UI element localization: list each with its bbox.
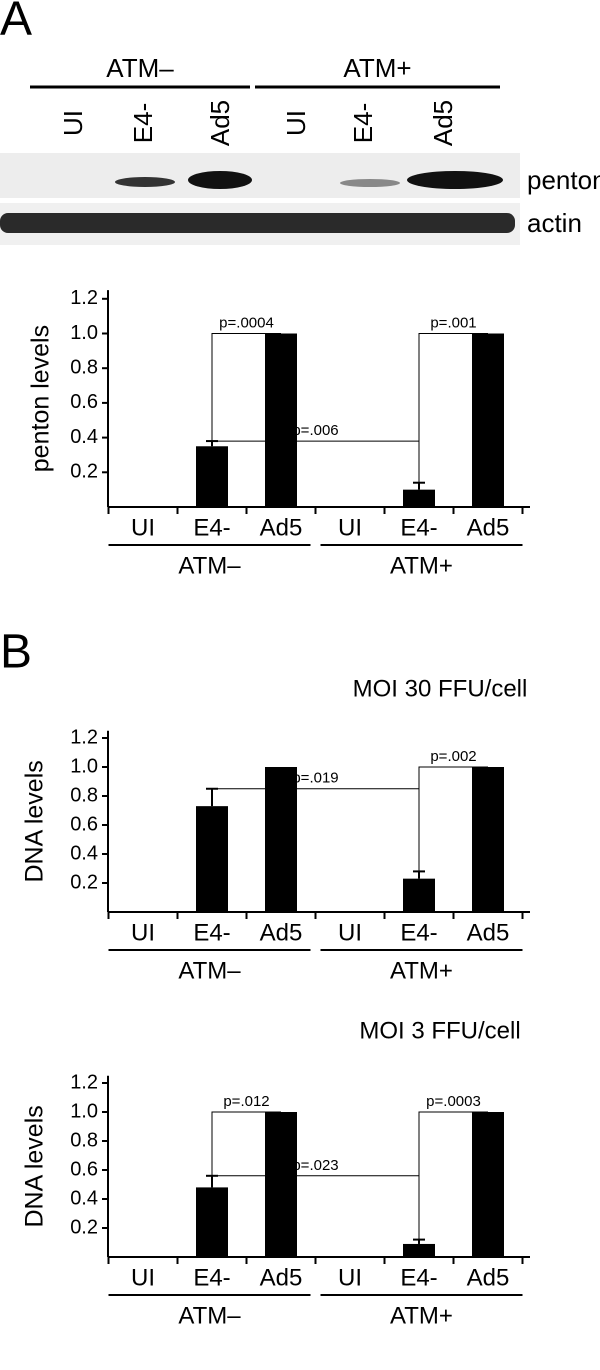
- p-value: p=.023: [292, 1157, 338, 1174]
- x-tick-label: E4-: [193, 1264, 230, 1291]
- significance-bracket: [418, 333, 488, 483]
- x-tick-label: Ad5: [467, 919, 510, 946]
- lane-label: E4-: [128, 103, 158, 143]
- lane-label: Ad5: [428, 100, 458, 146]
- blot-band: [407, 171, 503, 189]
- x-tick-label: UI: [338, 514, 362, 541]
- y-tick-label: 0.6: [70, 391, 98, 413]
- bar: [472, 1112, 504, 1257]
- significance-bracket: [211, 1111, 281, 1176]
- x-tick-label: Ad5: [260, 1264, 303, 1291]
- p-value: p=.0003: [426, 1093, 481, 1110]
- panel-label: A: [0, 0, 32, 46]
- x-tick-label: UI: [131, 514, 155, 541]
- y-tick-label: 1.0: [70, 1100, 98, 1122]
- bar: [265, 767, 297, 912]
- y-tick-label: 0.2: [70, 461, 98, 483]
- y-tick-label: 0.4: [70, 1187, 98, 1209]
- bar: [196, 446, 228, 507]
- bar: [472, 767, 504, 912]
- lane-label: E4-: [348, 103, 378, 143]
- y-axis-label: DNA levels: [21, 760, 49, 882]
- x-tick-label: E4-: [193, 514, 230, 541]
- bar: [472, 333, 504, 507]
- panel-label: B: [0, 626, 32, 679]
- significance-bracket: [418, 1111, 488, 1240]
- p-value: p=.006: [292, 422, 338, 439]
- y-tick-label: 1.0: [70, 322, 98, 344]
- group-label: ATM–: [178, 957, 241, 984]
- bar: [403, 878, 435, 912]
- group-label: ATM–: [178, 552, 241, 579]
- row-label: actin: [527, 208, 582, 238]
- y-tick-label: 0.4: [70, 426, 98, 448]
- significance-bracket: [211, 333, 281, 442]
- x-tick-label: E4-: [400, 1264, 437, 1291]
- blot-band: [0, 213, 515, 233]
- chart-title: MOI 3 FFU/cell: [359, 1017, 520, 1044]
- group-label: ATM+: [390, 552, 453, 579]
- p-value: p=.012: [223, 1093, 269, 1110]
- bar: [403, 489, 435, 507]
- y-tick-label: 1.2: [70, 726, 98, 748]
- group-label: ATM+: [390, 957, 453, 984]
- bar: [196, 1187, 228, 1257]
- row-label: penton: [527, 165, 600, 195]
- y-tick-label: 0.2: [70, 871, 98, 893]
- x-tick-label: UI: [338, 1264, 362, 1291]
- y-axis-label: penton levels: [27, 325, 55, 472]
- y-tick-label: 0.4: [70, 842, 98, 864]
- group-label: ATM+: [390, 1302, 453, 1329]
- x-tick-label: UI: [131, 919, 155, 946]
- significance-bracket: [418, 766, 488, 872]
- x-tick-label: E4-: [193, 919, 230, 946]
- lane-label: UI: [281, 110, 311, 136]
- x-tick-label: UI: [131, 1264, 155, 1291]
- significance-bracket: [212, 440, 420, 483]
- bar: [196, 806, 228, 912]
- blot-band: [188, 171, 252, 189]
- x-tick-label: E4-: [400, 919, 437, 946]
- bar: [403, 1243, 435, 1257]
- significance-bracket: [212, 1175, 420, 1240]
- y-tick-label: 0.8: [70, 1129, 98, 1151]
- bar: [265, 333, 297, 507]
- blot-band: [115, 177, 175, 187]
- y-axis-label: DNA levels: [21, 1105, 49, 1227]
- lane-label: UI: [58, 110, 88, 136]
- p-value: p=.019: [292, 770, 338, 787]
- x-tick-label: E4-: [400, 514, 437, 541]
- bar: [265, 1112, 297, 1257]
- lane-label: Ad5: [205, 100, 235, 146]
- y-tick-label: 0.6: [70, 813, 98, 835]
- x-tick-label: Ad5: [260, 919, 303, 946]
- y-tick-label: 0.8: [70, 784, 98, 806]
- p-value: p=.002: [430, 748, 476, 765]
- y-tick-label: 0.8: [70, 356, 98, 378]
- p-value: p=.0004: [219, 314, 274, 331]
- group-label: ATM+: [343, 53, 411, 83]
- x-tick-label: UI: [338, 919, 362, 946]
- x-tick-label: Ad5: [467, 514, 510, 541]
- x-tick-label: Ad5: [467, 1264, 510, 1291]
- y-tick-label: 1.0: [70, 755, 98, 777]
- group-label: ATM–: [178, 1302, 241, 1329]
- significance-bracket: [212, 788, 420, 872]
- y-tick-label: 0.2: [70, 1216, 98, 1238]
- chart-title: MOI 30 FFU/cell: [353, 675, 528, 702]
- group-label: ATM–: [106, 53, 174, 83]
- x-tick-label: Ad5: [260, 514, 303, 541]
- blot-band: [340, 179, 400, 187]
- y-tick-label: 0.6: [70, 1158, 98, 1180]
- y-tick-label: 1.2: [70, 287, 98, 309]
- y-tick-label: 1.2: [70, 1071, 98, 1093]
- p-value: p=.001: [430, 314, 476, 331]
